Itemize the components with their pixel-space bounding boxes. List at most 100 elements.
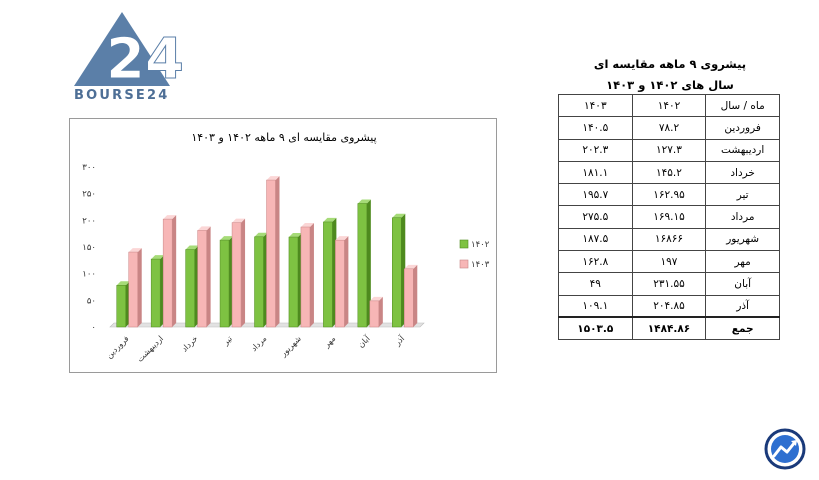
table-row: اردیبهشت ۱۲۷.۳ ۲۰۲.۳	[558, 138, 780, 162]
bar-top	[185, 245, 199, 250]
bar-side	[366, 199, 371, 327]
table-title-line2: سال های ۱۴۰۲ و ۱۴۰۳	[606, 78, 734, 92]
y-tick-label: ۵۰	[87, 296, 96, 306]
bar-top	[404, 264, 418, 269]
value-1403-cell: ۱۸۱.۱	[558, 160, 633, 185]
month-cell: خرداد	[705, 160, 780, 185]
value-1402-cell: ۱۲۷.۳	[631, 138, 707, 162]
bar-side	[241, 218, 246, 327]
month-cell: تیر	[705, 183, 780, 207]
bar-top	[266, 176, 280, 181]
bar-1402	[392, 217, 402, 328]
table-row: آذر ۲۰۴.۸۵ ۱۰۹.۱	[558, 294, 780, 318]
bar-1402	[116, 285, 126, 328]
bar-top	[288, 233, 302, 238]
bar-1402	[254, 236, 264, 328]
bar-1403	[266, 179, 276, 328]
bar-1402	[219, 239, 230, 328]
comparison-table: ماه / سال ۱۴۰۲ ۱۴۰۳ فروردین ۷۸.۲ ۱۴۰.۵ ارد…	[558, 93, 780, 341]
bar-top	[300, 223, 314, 227]
trend-logo-icon	[764, 428, 806, 470]
value-1403-cell: ۱۶۲.۸	[558, 250, 633, 274]
bar-1402	[323, 221, 333, 328]
bar-side	[413, 264, 418, 327]
value-1403-cell: ۱۹۵.۷	[558, 183, 633, 207]
x-tick-label: آذر	[392, 333, 407, 348]
bar-1403	[300, 226, 311, 328]
bar-side	[137, 248, 142, 327]
table-row: مرداد ۱۶۹.۱۵ ۲۷۵.۵	[558, 205, 780, 229]
total-label-cell: جمع	[705, 316, 780, 341]
x-tick-label: شهریور	[278, 334, 303, 359]
table-row: آبان ۲۳۱.۵۵ ۴۹	[558, 272, 780, 296]
value-1402-cell: ۲۳۱.۵۵	[631, 272, 707, 296]
chart-panel: پیشروی مقایسه ای ۹ ماهه ۱۴۰۲ و ۱۴۰۳ ۰ ۵۰ ۱…	[69, 118, 497, 373]
bar-1402	[150, 258, 161, 328]
x-tick-label: آبان	[356, 333, 373, 350]
bar-side	[309, 223, 314, 327]
bar-1403	[335, 239, 345, 328]
table-row: تیر ۱۶۲.۹۵ ۱۹۵.۷	[558, 183, 780, 207]
value-1403-cell: ۲۰۲.۳	[558, 138, 633, 162]
table-row: شهریور ۱۶۸۶۶ ۱۸۷.۵	[558, 227, 780, 252]
bar-1403	[404, 268, 414, 328]
logo-wordmark: BOURSE24	[74, 88, 170, 103]
bar-top	[220, 236, 234, 241]
bar-top	[335, 236, 349, 241]
y-tick-label: ۳۰۰	[82, 163, 96, 173]
y-tick-label: ۱۰۰	[82, 270, 96, 280]
x-tick-label: فروردین	[105, 334, 131, 360]
total-1403-cell: ۱۵۰۳.۵	[558, 316, 633, 341]
month-cell: شهریور	[705, 227, 780, 252]
value-1402-cell: ۱۶۲.۹۵	[631, 183, 707, 207]
bar-side	[172, 215, 177, 327]
header-cell: ۱۴۰۳	[558, 93, 633, 118]
bar-1402	[288, 236, 299, 328]
value-1403-cell: ۱۰۹.۱	[558, 294, 633, 318]
bar-top	[151, 255, 165, 260]
logo-mark: 24	[74, 12, 184, 93]
bar-1402	[185, 249, 195, 328]
x-tick-label: مرداد	[249, 334, 268, 353]
bar-side	[344, 236, 349, 327]
legend-swatch	[459, 239, 469, 249]
value-1403-cell: ۱۸۷.۵	[558, 227, 633, 252]
bar-1403	[162, 218, 173, 328]
bar-1402	[357, 203, 368, 328]
value-1402-cell: ۲۰۴.۸۵	[631, 294, 707, 318]
legend-label: ۱۴۰۳	[471, 260, 490, 270]
x-tick-label: مهر	[321, 334, 337, 350]
month-cell: آبان	[705, 272, 780, 296]
table-header-row: ماه / سال ۱۴۰۲ ۱۴۰۳	[558, 93, 780, 118]
bar-top	[357, 199, 371, 204]
bar-top	[323, 217, 337, 222]
y-tick-label: ۱۵۰	[82, 243, 96, 253]
value-1402-cell: ۱۴۵.۲	[631, 160, 707, 185]
value-1403-cell: ۲۷۵.۵	[558, 205, 633, 229]
bar-side	[275, 176, 280, 327]
table-row: مهر ۱۹۷ ۱۶۲.۸	[558, 250, 780, 274]
month-cell: فروردین	[705, 116, 780, 140]
value-1402-cell: ۱۶۸۶۶	[631, 227, 707, 252]
header-cell: ۱۴۰۲	[631, 93, 707, 118]
table-total-row: جمع ۱۴۸۴.۸۶ ۱۵۰۳.۵	[558, 316, 780, 341]
month-cell: مرداد	[705, 205, 780, 229]
total-1402-cell: ۱۴۸۴.۸۶	[631, 316, 707, 341]
y-tick-label: ۲۰۰	[82, 216, 96, 226]
month-cell: آذر	[705, 294, 780, 318]
value-1403-cell: ۴۹	[558, 272, 633, 296]
y-tick-label: ۰	[91, 323, 96, 333]
bar-side	[378, 296, 383, 327]
header-cell: ماه / سال	[705, 93, 780, 118]
bar-1403	[197, 230, 207, 328]
bar-side	[206, 226, 211, 327]
legend-label: ۱۴۰۲	[471, 240, 490, 250]
bar-top	[116, 281, 130, 286]
bar-1403	[231, 222, 242, 328]
bar-chart: پیشروی مقایسه ای ۹ ماهه ۱۴۰۲ و ۱۴۰۳ ۰ ۵۰ ۱…	[82, 131, 490, 364]
logo-digits: 24	[106, 27, 184, 92]
bar-1403	[128, 251, 138, 328]
bar-top	[197, 226, 211, 231]
table-title-line1: پیشروی ۹ ماهه مقایسه ای	[593, 57, 747, 71]
value-1402-cell: ۱۶۹.۱۵	[631, 205, 707, 229]
